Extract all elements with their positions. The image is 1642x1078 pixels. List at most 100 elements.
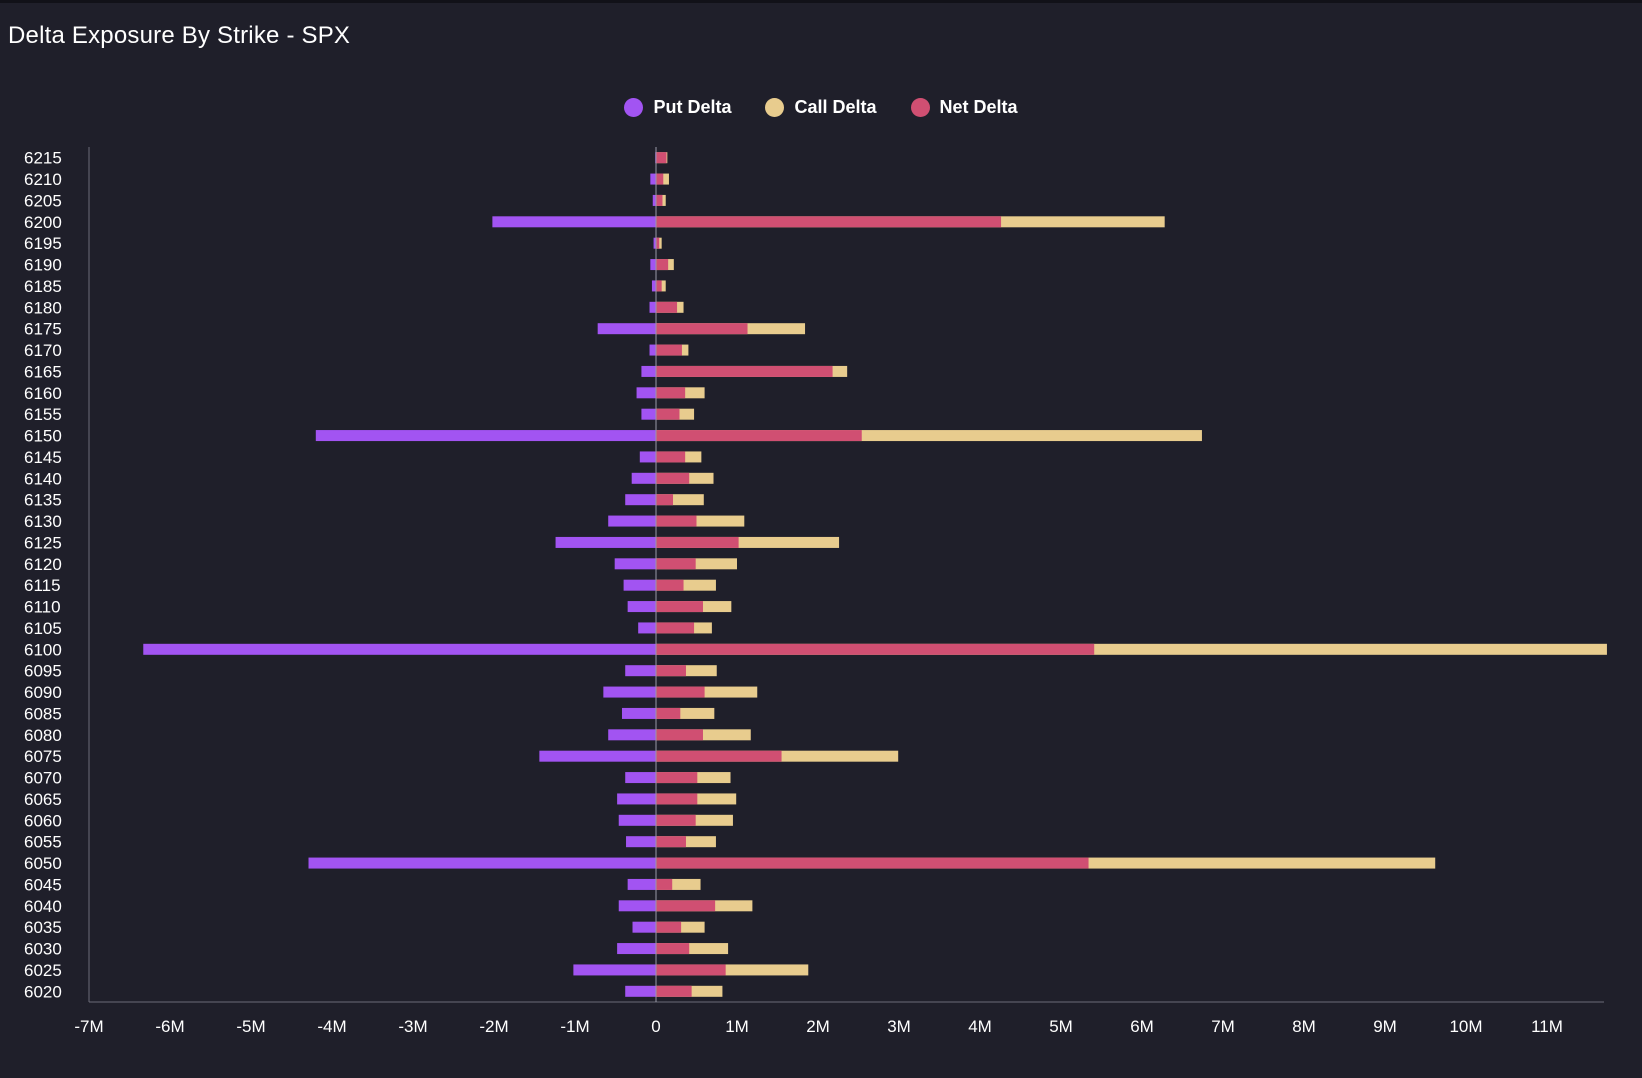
net-delta-bar: [656, 472, 690, 484]
net-delta-bar: [656, 921, 682, 933]
put-delta-bar: [625, 494, 656, 506]
call-delta-bar: [656, 878, 701, 890]
x-tick-label: 10M: [1449, 1017, 1482, 1036]
y-tick-label: 6155: [24, 405, 62, 424]
net-delta-bar: [656, 259, 669, 271]
y-tick-label: 6100: [24, 640, 62, 659]
net-delta-bar: [656, 857, 1089, 869]
put-delta-bar: [597, 323, 656, 335]
y-tick-label: 6145: [24, 448, 62, 467]
legend-item-net[interactable]: Net Delta: [910, 97, 1018, 118]
put-delta-bar: [641, 408, 656, 420]
net-delta-bar: [656, 387, 686, 399]
net-delta-bar: [656, 601, 703, 613]
put-delta-bar: [641, 365, 656, 377]
net-delta-bar: [656, 622, 695, 634]
x-tick-label: 7M: [1211, 1017, 1235, 1036]
net-delta-bar: [656, 301, 678, 313]
x-tick-label: 4M: [968, 1017, 992, 1036]
put-delta-bar: [623, 579, 656, 591]
legend-item-put[interactable]: Put Delta: [624, 97, 731, 118]
put-delta-bar: [625, 985, 656, 997]
y-tick-label: 6175: [24, 320, 62, 339]
call-delta-bar: [656, 643, 1607, 655]
net-delta-bar: [656, 173, 664, 185]
y-tick-label: 6195: [24, 234, 62, 253]
put-delta-bar: [627, 601, 656, 613]
y-tick-label: 6160: [24, 384, 62, 403]
y-tick-label: 6020: [24, 982, 62, 1001]
chart-title: Delta Exposure By Strike - SPX: [8, 22, 351, 49]
net-delta-bar: [656, 194, 663, 206]
put-delta-bar: [308, 857, 656, 869]
net-delta-bar: [656, 237, 660, 249]
x-tick-label: 1M: [725, 1017, 749, 1036]
y-tick-label: 6180: [24, 298, 62, 317]
call-delta-bar: [656, 579, 716, 591]
put-delta-bar: [603, 686, 656, 698]
net-delta-bar: [656, 772, 698, 784]
y-tick-label: 6080: [24, 726, 62, 745]
x-tick-label: -6M: [155, 1017, 184, 1036]
net-delta-bar: [656, 686, 705, 698]
x-tick-label: 6M: [1130, 1017, 1154, 1036]
legend-item-call[interactable]: Call Delta: [765, 97, 877, 118]
net-delta-bar: [656, 665, 686, 677]
put-delta-bar: [539, 750, 656, 762]
net-delta-bar: [656, 408, 680, 420]
net-delta-bar: [656, 430, 862, 442]
y-tick-label: 6030: [24, 940, 62, 959]
call-delta-swatch-icon: [765, 98, 785, 117]
put-delta-bar: [625, 772, 656, 784]
put-delta-bar: [573, 964, 656, 976]
y-tick-label: 6040: [24, 897, 62, 916]
y-tick-label: 6215: [24, 149, 62, 168]
net-delta-bar: [656, 579, 684, 591]
x-tick-label: 11M: [1531, 1017, 1563, 1036]
call-delta-bar: [656, 729, 751, 741]
y-tick-label: 6035: [24, 918, 62, 937]
put-delta-bar: [315, 430, 656, 442]
net-delta-bar: [656, 558, 696, 570]
y-tick-label: 6105: [24, 619, 62, 638]
call-delta-bar: [656, 707, 715, 719]
y-tick-label: 6210: [24, 170, 62, 189]
net-delta-bar: [656, 643, 1095, 655]
y-tick-label: 6190: [24, 256, 62, 275]
net-delta-bar: [656, 152, 667, 164]
net-delta-bar: [656, 707, 681, 719]
call-delta-bar: [656, 494, 704, 506]
y-tick-label: 6070: [24, 769, 62, 788]
y-tick-label: 6205: [24, 191, 62, 210]
put-delta-bar: [625, 665, 656, 677]
x-tick-label: -2M: [479, 1017, 508, 1036]
net-delta-bar: [656, 985, 692, 997]
put-delta-bar: [638, 622, 656, 634]
put-delta-bar: [649, 301, 656, 313]
x-tick-label: 2M: [806, 1017, 830, 1036]
x-tick-label: 5M: [1049, 1017, 1073, 1036]
net-delta-bar: [656, 280, 662, 292]
y-tick-label: 6170: [24, 341, 62, 360]
put-delta-bar: [650, 259, 656, 271]
call-delta-bar: [656, 943, 729, 955]
call-delta-bar: [656, 665, 717, 677]
y-tick-label: 6140: [24, 469, 62, 488]
put-delta-bar: [143, 643, 656, 655]
net-delta-bar: [656, 515, 697, 527]
put-delta-bar: [608, 729, 656, 741]
x-tick-label: 8M: [1292, 1017, 1316, 1036]
y-tick-label: 6045: [24, 875, 62, 894]
net-delta-bar: [656, 536, 739, 548]
y-tick-label: 6115: [24, 576, 61, 595]
net-delta-swatch-icon: [910, 98, 930, 117]
y-tick-label: 6050: [24, 854, 62, 873]
legend-label-net: Net Delta: [939, 97, 1018, 117]
net-delta-bar: [656, 750, 782, 762]
put-delta-bar: [621, 707, 656, 719]
put-delta-bar: [617, 943, 656, 955]
net-delta-bar: [656, 943, 690, 955]
call-delta-bar: [656, 536, 840, 548]
net-delta-bar: [656, 964, 726, 976]
